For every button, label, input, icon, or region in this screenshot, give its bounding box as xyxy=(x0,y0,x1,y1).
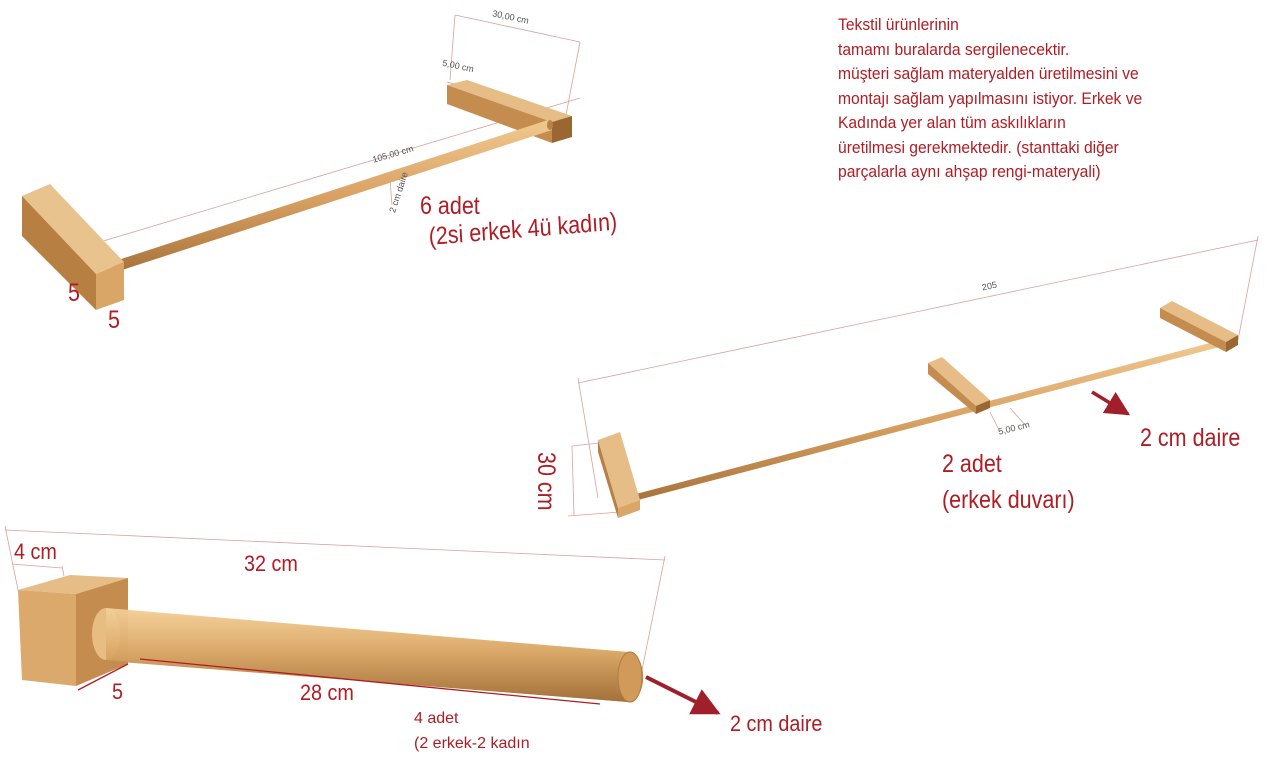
rack3-rod-overlay xyxy=(106,608,628,702)
rack1-front-block-top xyxy=(22,184,124,274)
rack2-rod-label: 2 cm daire xyxy=(1140,424,1241,452)
note-line: parçalarla aynı ahşap rengi-materyali) xyxy=(838,162,1101,181)
rack2-dimension-lines xyxy=(567,235,1259,517)
rack2-middle-block-top xyxy=(928,357,990,406)
rack3-rod-arrow xyxy=(645,675,721,715)
rack1-dimension-lines xyxy=(79,14,581,249)
rack3-block-side xyxy=(18,590,76,686)
rack-2 xyxy=(567,235,1259,518)
rack3-dimension-lines xyxy=(4,525,666,681)
note-line: montajı sağlam yapılmasını istiyor. Erke… xyxy=(838,88,1143,108)
rack3-rod-label: 2 cm daire xyxy=(730,711,823,736)
rack1-block-height-label: 5 xyxy=(68,279,80,307)
rack2-left-block-top xyxy=(598,432,640,508)
rack3-total-length-label: 32 cm xyxy=(244,551,298,576)
rack3-side-dim-line xyxy=(77,663,129,691)
rack2-middle-block-front xyxy=(928,363,976,414)
note-line: Kadında yer alan tüm askılıkların xyxy=(838,113,1066,132)
rack2-right-block-end xyxy=(1226,335,1238,352)
rack2-quantity: 2 adet xyxy=(942,450,1002,478)
rack1-block-width-label: 5 xyxy=(108,306,120,334)
rack2-height-label: 30 cm xyxy=(532,452,560,511)
rack3-rod-length-label: 28 cm xyxy=(300,680,354,705)
rack3-quantity-detail: (2 erkek-2 kadın xyxy=(414,735,530,752)
rack1-rod xyxy=(112,120,552,272)
rack2-right-block-top xyxy=(1160,301,1238,342)
rack3-block-top xyxy=(18,575,128,594)
rack1-back-block-top xyxy=(447,80,572,122)
rack3-rod-cap xyxy=(617,651,643,703)
note-line: tamamı buralarda sergilenecektir. xyxy=(838,39,1070,59)
rack3-side-label: 5 xyxy=(112,679,124,704)
rack2-left-block-side xyxy=(598,440,618,518)
rack2-right-block-front xyxy=(1160,308,1226,352)
note-line: müşteri sağlam materyalden üretilmesini … xyxy=(838,64,1139,83)
rack3-quantity: 4 adet xyxy=(414,710,459,727)
rack-3 xyxy=(4,525,721,715)
rack1-back-block-end xyxy=(552,116,572,143)
note-line: üretilmesi gerekmektedir. (stanttaki diğ… xyxy=(838,137,1119,157)
rack3-rod-dim-line xyxy=(139,658,601,705)
requirements-note: Tekstil ürünlerinin tamamı buralarda ser… xyxy=(838,13,1278,185)
rack2-left-block-end xyxy=(618,500,640,518)
rack2-quantity-detail: (erkek duvarı) xyxy=(942,486,1075,514)
rack2-rod-arrow xyxy=(1091,390,1131,416)
note-line: Tekstil ürünlerinin xyxy=(838,15,959,34)
rack1-quantity: 6 adet xyxy=(420,192,480,220)
rack1-front-block-end xyxy=(96,262,124,310)
rack2-rod xyxy=(632,339,1227,501)
rack-1 xyxy=(22,14,581,310)
rack3-block-label: 4 cm xyxy=(14,539,57,564)
rack1-rod-end xyxy=(547,120,553,130)
rack1-front-block-side xyxy=(22,196,96,310)
rack2-middle-block-end xyxy=(976,400,990,414)
